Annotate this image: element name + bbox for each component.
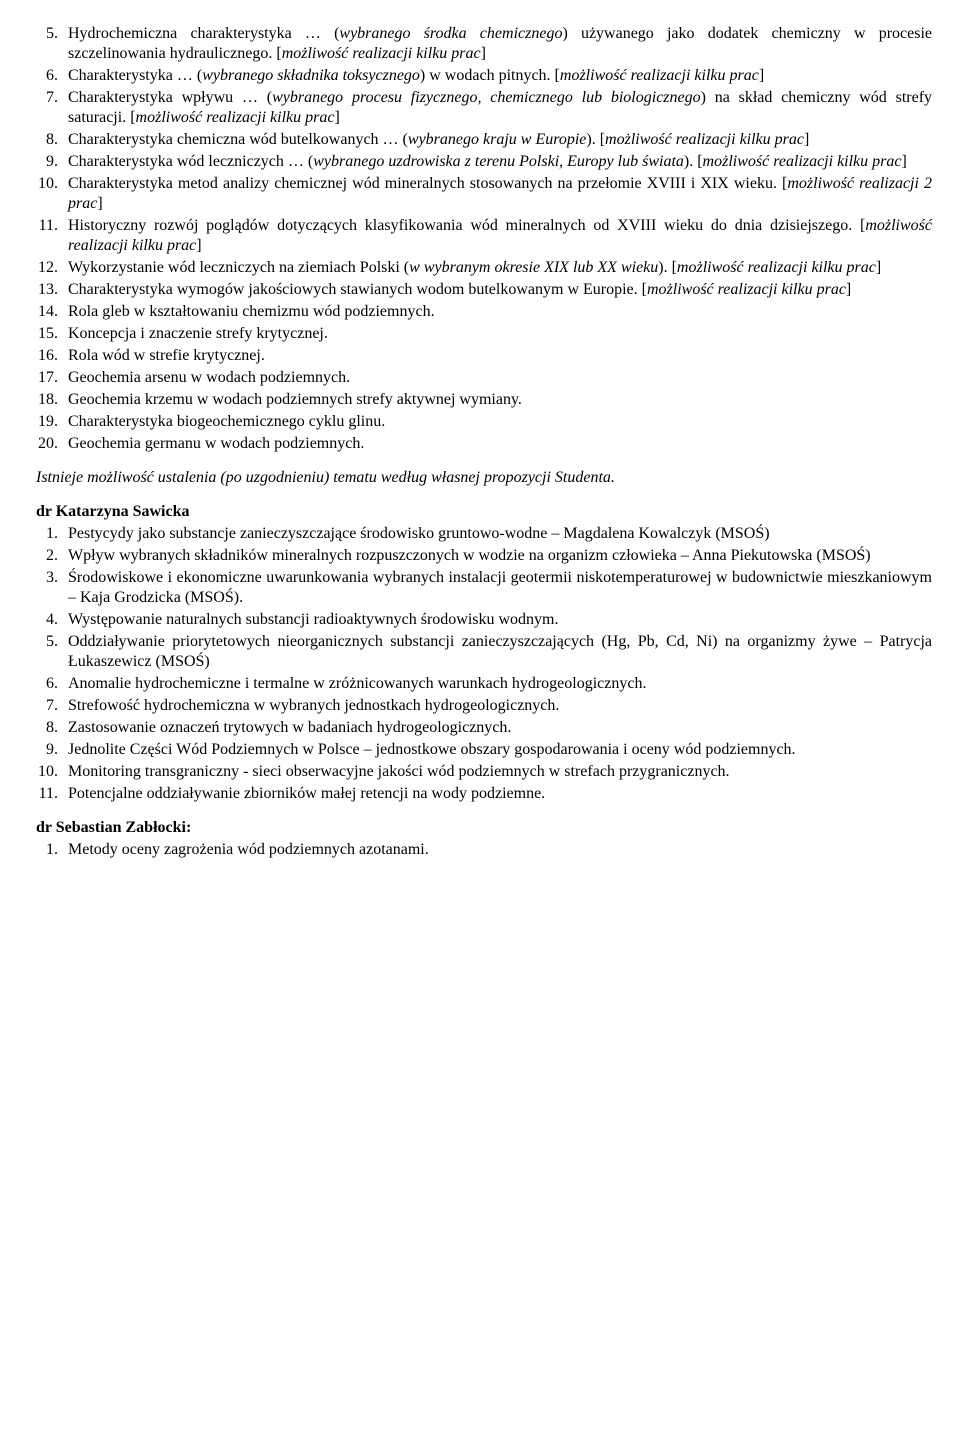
italic-text: wybranego składnika toksycznego <box>202 67 420 84</box>
note-own-topic: Istnieje możliwość ustalenia (po uzgodni… <box>36 468 932 488</box>
list-item: Historyczny rozwój poglądów dotyczących … <box>62 216 932 256</box>
list-item: Charakterystyka metod analizy chemicznej… <box>62 174 932 214</box>
italic-text: możliwość realizacji kilku prac <box>677 259 876 276</box>
list-item: Geochemia krzemu w wodach podziemnych st… <box>62 390 932 410</box>
list-item: Koncepcja i znaczenie strefy krytycznej. <box>62 324 932 344</box>
list-item: Potencjalne oddziaływanie zbiorników mał… <box>62 784 932 804</box>
list-item: Monitoring transgraniczny - sieci obserw… <box>62 762 932 782</box>
italic-text: wybranego środka chemicznego <box>339 25 562 42</box>
italic-text: możliwość realizacji kilku prac <box>282 45 481 62</box>
italic-text: możliwość realizacji 2 prac <box>68 175 932 212</box>
list-item: Geochemia germanu w wodach podziemnych. <box>62 434 932 454</box>
italic-text: możliwość realizacji kilku prac <box>136 109 335 126</box>
list-item: Charakterystyka biogeochemicznego cyklu … <box>62 412 932 432</box>
zablocki-list: Metody oceny zagrożenia wód podziemnych … <box>36 840 932 860</box>
list-item: Metody oceny zagrożenia wód podziemnych … <box>62 840 932 860</box>
list-item: Charakterystyka chemiczna wód butelkowan… <box>62 130 932 150</box>
list-item: Charakterystyka wymogów jakościowych sta… <box>62 280 932 300</box>
list-item: Rola wód w strefie krytycznej. <box>62 346 932 366</box>
section-heading-sawicka: dr Katarzyna Sawicka <box>36 502 932 522</box>
italic-text: możliwość realizacji kilku prac <box>605 131 804 148</box>
list-item: Geochemia arsenu w wodach podziemnych. <box>62 368 932 388</box>
list-item: Rola gleb w kształtowaniu chemizmu wód p… <box>62 302 932 322</box>
italic-text: możliwość realizacji kilku prac <box>703 153 902 170</box>
top-list: Hydrochemiczna charakterystyka … (wybran… <box>36 24 932 454</box>
list-item: Pestycydy jako substancje zanieczyszczaj… <box>62 524 932 544</box>
italic-text: wybranego procesu fizycznego, chemiczneg… <box>272 89 701 106</box>
section-heading-zablocki: dr Sebastian Zabłocki: <box>36 818 932 838</box>
sawicka-list: Pestycydy jako substancje zanieczyszczaj… <box>36 524 932 804</box>
italic-text: możliwość realizacji kilku prac <box>68 217 932 254</box>
list-item: Charakterystyka wód leczniczych … (wybra… <box>62 152 932 172</box>
list-item: Wykorzystanie wód leczniczych na ziemiac… <box>62 258 932 278</box>
list-item: Charakterystyka … (wybranego składnika t… <box>62 66 932 86</box>
italic-text: możliwość realizacji kilku prac <box>560 67 759 84</box>
list-item: Charakterystyka wpływu … (wybranego proc… <box>62 88 932 128</box>
list-item: Oddziaływanie priorytetowych nieorganicz… <box>62 632 932 672</box>
list-item: Wpływ wybranych składników mineralnych r… <box>62 546 932 566</box>
italic-text: możliwość realizacji kilku prac <box>647 281 846 298</box>
italic-text: w wybranym okresie XIX lub XX wieku <box>409 259 658 276</box>
list-item: Hydrochemiczna charakterystyka … (wybran… <box>62 24 932 64</box>
list-item: Występowanie naturalnych substancji radi… <box>62 610 932 630</box>
list-item: Strefowość hydrochemiczna w wybranych je… <box>62 696 932 716</box>
italic-text: wybranego uzdrowiska z terenu Polski, Eu… <box>313 153 684 170</box>
list-item: Środowiskowe i ekonomiczne uwarunkowania… <box>62 568 932 608</box>
list-item: Zastosowanie oznaczeń trytowych w badani… <box>62 718 932 738</box>
list-item: Jednolite Części Wód Podziemnych w Polsc… <box>62 740 932 760</box>
list-item: Anomalie hydrochemiczne i termalne w zró… <box>62 674 932 694</box>
italic-text: wybranego kraju w Europie <box>408 131 587 148</box>
